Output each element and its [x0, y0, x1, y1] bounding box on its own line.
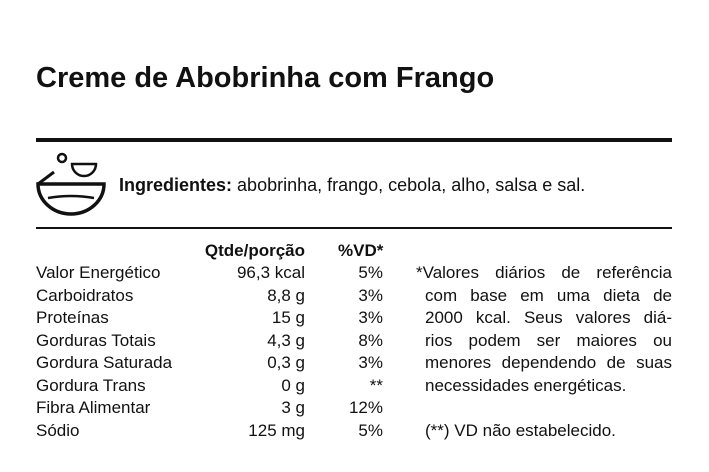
title: Creme de Abobrinha com Frango — [36, 62, 495, 94]
footnote-note: (**) VD não estabelecido. — [425, 420, 616, 440]
footnote-line: 2000 kcal. Seus valores diá- — [425, 308, 672, 327]
nutrient-vd: ** — [369, 375, 383, 395]
footnote-line: *Valores diários de referência — [416, 263, 672, 282]
ingredients: Ingredientes: abobrinha, frango, cebola,… — [119, 175, 585, 196]
nutrient-qty: 0 g — [281, 375, 305, 395]
nutrient-qty: 8,8 g — [267, 285, 305, 305]
nutrient-name: Gordura Saturada — [36, 353, 173, 372]
nutrient-vd: 5% — [358, 420, 383, 440]
nutrient-qty: 4,3 g — [267, 330, 305, 350]
nutrient-name: Gordura Trans — [36, 375, 146, 395]
nutrient-qty: 125 mg — [248, 420, 305, 440]
nutrient-qty: 0,3 g — [267, 353, 305, 372]
footnote-line: rios podem ser maiores ou — [425, 330, 672, 350]
nutrient-qty: 3 g — [281, 398, 305, 417]
footnote-line: menores dependendo de suas — [425, 353, 672, 372]
nutrient-vd: 3% — [358, 285, 383, 305]
nutrient-name: Fibra Alimentar — [36, 398, 151, 417]
nutrient-vd: 3% — [358, 353, 383, 372]
nutrient-vd: 5% — [358, 263, 383, 282]
nutrient-name: Proteínas — [36, 308, 109, 327]
nutrient-vd: 3% — [358, 308, 383, 327]
divider — [36, 227, 672, 229]
nutrient-qty: 15 g — [271, 308, 305, 327]
nutrient-name: Gorduras Totais — [36, 330, 156, 350]
nutrient-name: Sódio — [36, 420, 80, 440]
ingredients-label: Ingredientes: — [119, 175, 233, 195]
ingredients-text: abobrinha, frango, cebola, alho, salsa e… — [237, 175, 586, 195]
divider — [36, 138, 672, 142]
nutrient-vd: 8% — [358, 330, 383, 350]
nutrient-qty: 96,3 kcal — [236, 263, 305, 282]
footnote-line: necessidades energéticas. — [425, 375, 627, 395]
nutrient-vd: 12% — [348, 398, 383, 417]
header-qty: Qtde/porção — [204, 241, 305, 260]
footnote-line: com base em uma dieta de — [425, 285, 672, 305]
nutrient-name: Valor Energético — [36, 263, 161, 282]
bowl-icon — [36, 152, 106, 216]
nutrient-name: Carboidratos — [36, 285, 134, 305]
header-vd: %VD* — [338, 241, 384, 260]
